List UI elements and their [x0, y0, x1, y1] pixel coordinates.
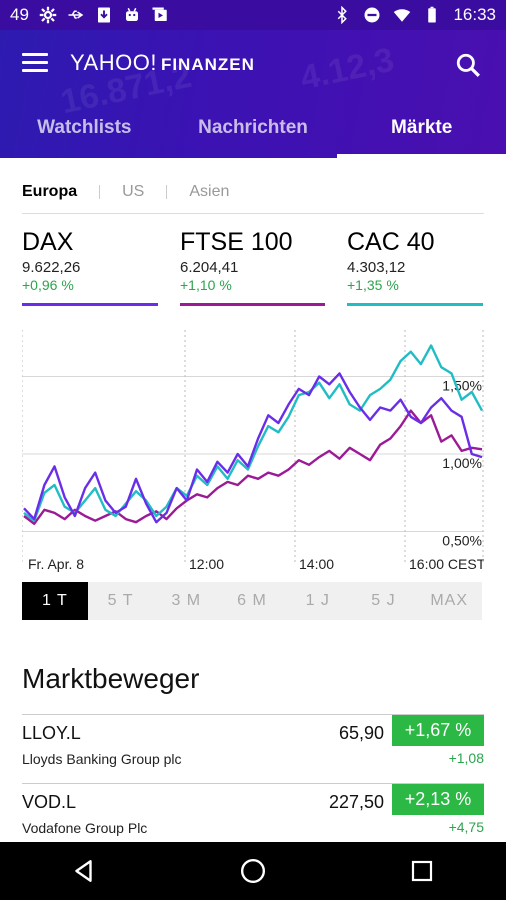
back-triangle-icon [75, 860, 93, 882]
notification-count: 49 [10, 5, 29, 24]
yahoo-finanzen-logo: YAHOO! FINANZEN [70, 50, 255, 76]
mover-price: 227,50 [328, 792, 384, 812]
back-button[interactable] [64, 851, 104, 891]
status-bar: 49 16:33 [0, 0, 506, 30]
index-change: +0,96 % [22, 277, 74, 293]
home-circle-icon [240, 858, 266, 884]
mover-percent-badge: +1,67 % [392, 715, 484, 746]
tab-watchlists[interactable]: Watchlists [37, 117, 132, 138]
range-5j[interactable]: 5 J [371, 592, 396, 609]
home-button[interactable] [233, 851, 273, 891]
bluetooth-icon [338, 6, 348, 24]
download-icon [97, 7, 110, 23]
mover-company: Vodafone Group Plc [22, 820, 148, 836]
index-value: 4.303,12 [347, 259, 406, 276]
mover-percent-badge: +2,13 % [392, 784, 484, 815]
index-card-cac[interactable]: CAC 40 4.303,12 +1,35 % [347, 228, 483, 306]
chart-series-line-dax [23, 372, 483, 524]
index-change: +1,35 % [347, 277, 399, 293]
index-change: +1,10 % [180, 277, 232, 293]
recents-button[interactable] [402, 851, 442, 891]
index-card-dax[interactable]: DAX 9.622,26 +0,96 % [22, 228, 158, 306]
system-nav-bar [0, 842, 506, 900]
android-icon [125, 7, 138, 21]
menu-hamburger-icon[interactable] [22, 53, 48, 75]
region-divider [99, 184, 101, 199]
chart-y-tick-label: 1,50% [442, 378, 482, 394]
logo-suffix: FINANZEN [160, 55, 255, 74]
mover-row[interactable]: LLOY.L Lloyds Banking Group plc 65,90 +1… [22, 714, 484, 782]
mover-company: Lloyds Banking Group plc [22, 751, 182, 767]
battery-icon [428, 6, 437, 23]
chart-x-tick-label: 12:00 [189, 556, 224, 572]
chart-y-tick-label: 1,00% [442, 455, 482, 471]
index-value: 9.622,26 [22, 259, 81, 276]
app-header: 16.871,2 4.12,3 YAHOO! FINANZEN Watchlist… [0, 30, 506, 158]
mover-abs-change: +4,75 [448, 819, 484, 835]
time-range-selector: 1 T 5 T 3 M 6 M 1 J 5 J MAX [22, 582, 482, 620]
wifi-icon [394, 9, 411, 22]
index-color-bar [180, 303, 325, 306]
index-name: FTSE 100 [180, 228, 293, 256]
mover-row[interactable]: VOD.L Vodafone Group Plc 227,50 +2,13 % … [22, 783, 484, 851]
region-asien[interactable]: Asien [189, 182, 230, 200]
range-6m[interactable]: 6 M [237, 592, 267, 609]
chart-x-tick-label: 14:00 [299, 556, 334, 572]
app-bar: YAHOO! FINANZEN [0, 30, 506, 98]
chart-y-tick-label: 0,50% [442, 533, 482, 549]
index-name: DAX [22, 228, 74, 256]
settings-gear-icon [39, 6, 57, 24]
tab-nachrichten[interactable]: Nachrichten [198, 117, 308, 138]
gallery-icon [152, 7, 167, 21]
tab-maerkte[interactable]: Märkte [337, 98, 506, 158]
recents-square-icon [411, 860, 432, 882]
range-max[interactable]: MAX [430, 592, 468, 609]
mover-abs-change: +1,08 [448, 750, 484, 766]
search-icon[interactable] [455, 52, 481, 78]
range-1j[interactable]: 1 J [305, 592, 330, 609]
market-movers-title: Marktbeweger [22, 663, 200, 694]
index-name: CAC 40 [347, 228, 435, 256]
region-selector: Europa US Asien [22, 170, 484, 214]
region-europa[interactable]: Europa [22, 182, 78, 200]
chart-x-tick-label: Fr. Apr. 8 [28, 556, 84, 572]
usb-icon [68, 10, 84, 19]
chart-series-line-ftse-100 [23, 409, 483, 526]
region-us[interactable]: US [122, 182, 145, 200]
mover-symbol: LLOY.L [22, 723, 81, 743]
region-divider [166, 184, 168, 199]
mover-symbol: VOD.L [22, 792, 77, 812]
index-value: 6.204,41 [180, 259, 239, 276]
index-color-bar [22, 303, 158, 306]
mover-price: 65,90 [338, 723, 384, 743]
range-1t[interactable]: 1 T [22, 582, 88, 620]
main-tabs: Watchlists Nachrichten Märkte [0, 98, 506, 158]
index-color-bar [347, 303, 483, 306]
index-summary-row: DAX 9.622,26 +0,96 % FTSE 100 6.204,41 +… [22, 228, 484, 308]
range-5t[interactable]: 5 T [107, 592, 134, 609]
chart-x-tick-label: 16:00 CEST [409, 556, 484, 572]
chart-series-line-cac-40 [23, 344, 484, 522]
logo-brand: YAHOO! [70, 50, 157, 75]
clock: 16:33 [453, 5, 496, 24]
index-card-ftse[interactable]: FTSE 100 6.204,41 +1,10 % [180, 228, 325, 306]
do-not-disturb-icon [364, 7, 380, 23]
intraday-line-chart[interactable]: 1,50% 1,00% 0,50% Fr. Apr. 8 12:00 14:00 16:00… [22, 322, 484, 577]
range-3m[interactable]: 3 M [171, 592, 202, 609]
